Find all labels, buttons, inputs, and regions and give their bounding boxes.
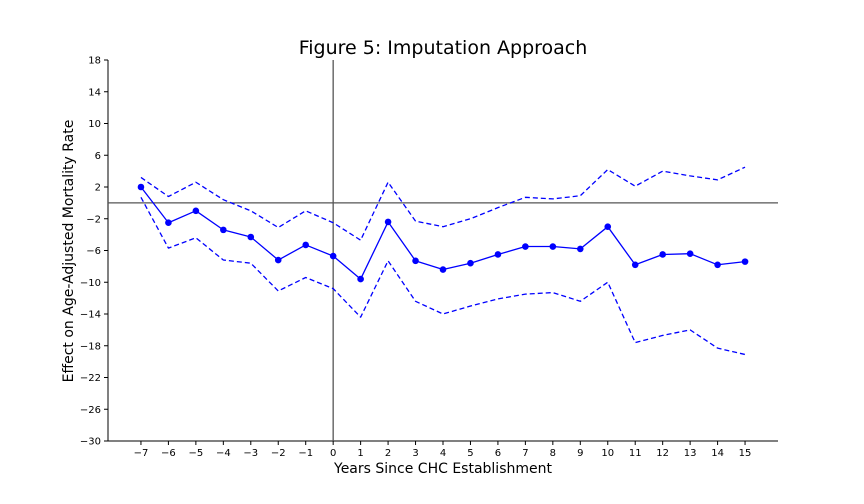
x-tick-label: 0 [330, 448, 336, 459]
x-tick-label: 4 [440, 448, 446, 459]
estimate-point [522, 243, 529, 250]
x-tick-label: −7 [134, 448, 149, 459]
lower-ci-line [140, 197, 746, 356]
y-tick-label: −10 [80, 278, 101, 289]
y-tick-label: −30 [80, 437, 101, 448]
y-tick-label: −18 [80, 341, 101, 352]
estimate-point [576, 245, 584, 253]
chart-title: Figure 5: Imputation Approach [299, 37, 588, 59]
x-tick-label: 6 [495, 448, 501, 459]
estimate-point [220, 226, 227, 234]
estimate-point [247, 233, 255, 241]
upper-ci-line [140, 166, 746, 241]
y-tick-label: −26 [80, 405, 101, 416]
y-tick-label: −6 [86, 246, 101, 257]
estimate-point [274, 256, 282, 264]
y-tick-label: −22 [80, 373, 101, 384]
y-tick-label: −2 [86, 214, 101, 225]
x-tick-label: 3 [412, 448, 418, 459]
x-tick-label: 14 [711, 448, 724, 459]
estimate-point [549, 243, 557, 250]
estimate-point [192, 207, 200, 215]
estimate-point [714, 261, 721, 269]
estimate-point [631, 261, 639, 269]
x-tick-label: −1 [298, 448, 313, 459]
x-tick-label: 8 [550, 448, 556, 459]
estimate-point [329, 252, 337, 260]
y-tick-label: 14 [88, 87, 101, 98]
estimate-point [357, 275, 364, 283]
x-tick-label: 2 [385, 448, 391, 459]
y-tick-label: 2 [95, 183, 101, 194]
estimate-point [302, 241, 310, 249]
x-tick-label: 11 [629, 448, 642, 459]
x-axis-title: Years Since CHC Establishment [333, 461, 552, 477]
estimate-point [165, 219, 172, 227]
estimate-point [604, 223, 612, 230]
x-tick-label: 1 [357, 448, 363, 459]
estimate-point [384, 218, 392, 226]
estimate-point [686, 250, 694, 257]
y-tick-label: −14 [80, 310, 101, 321]
estimate-point [741, 258, 749, 265]
estimate-point [494, 251, 502, 258]
x-tick-label: −6 [161, 448, 176, 459]
y-tick-label: 10 [88, 119, 101, 130]
x-tick-label: 5 [467, 448, 473, 459]
estimate-point [412, 257, 419, 265]
estimate-point [467, 259, 474, 267]
x-tick-label: 7 [522, 448, 528, 459]
x-tick-label: −4 [216, 448, 231, 459]
x-tick-label: 10 [601, 448, 614, 459]
y-tick-label: 6 [95, 151, 101, 162]
x-tick-label: −3 [243, 448, 258, 459]
x-tick-label: 15 [739, 448, 752, 459]
estimate-point [659, 251, 666, 258]
x-tick-label: 9 [577, 448, 583, 459]
estimate-point [439, 266, 447, 273]
y-tick-label: 18 [88, 56, 101, 67]
estimate-point [137, 183, 145, 191]
x-tick-label: 13 [684, 448, 697, 459]
x-tick-label: 12 [656, 448, 669, 459]
x-tick-label: −2 [271, 448, 286, 459]
y-axis-title: Effect on Age-Adjusted Mortality Rate [61, 120, 77, 383]
x-tick-label: −5 [188, 448, 203, 459]
